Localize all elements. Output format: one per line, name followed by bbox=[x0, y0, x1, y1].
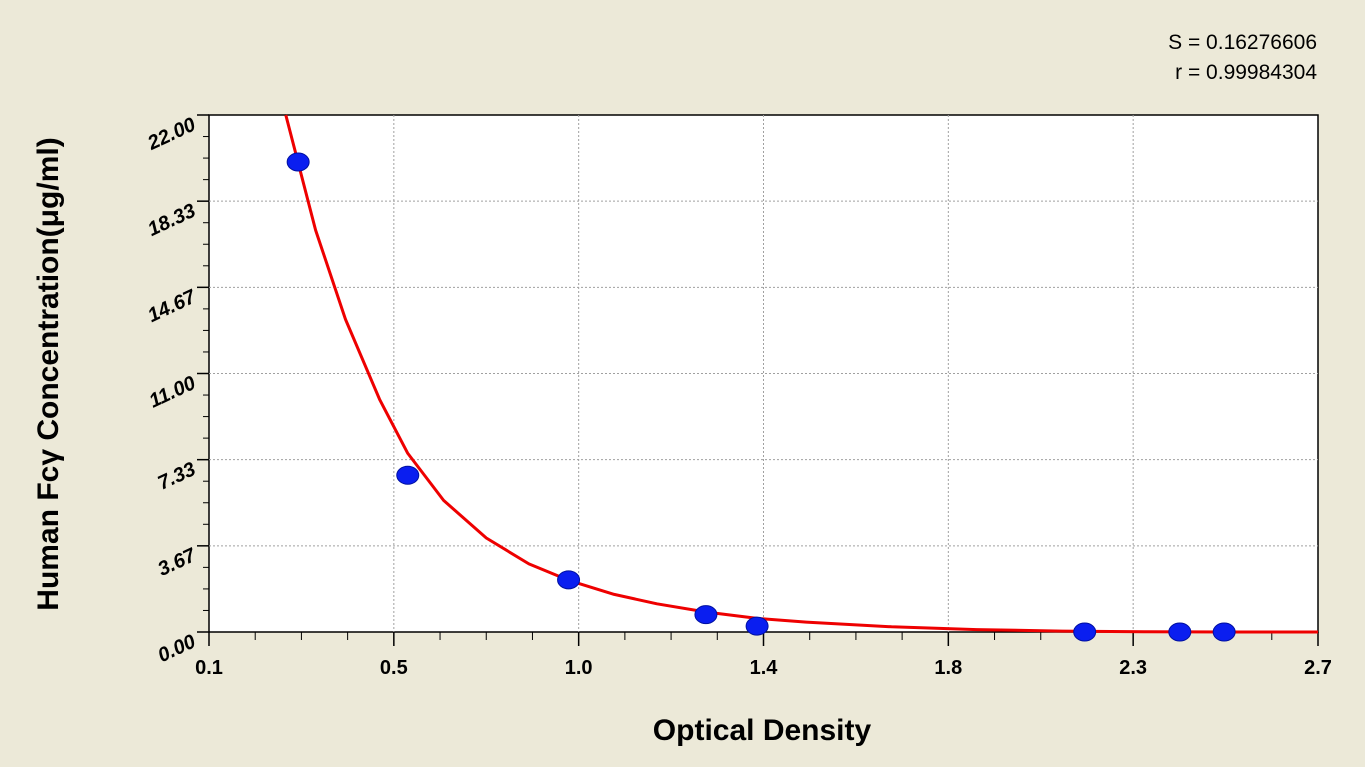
y-tick-label: 18.33 bbox=[144, 200, 199, 241]
data-point bbox=[1073, 622, 1097, 642]
y-tick-label: 7.33 bbox=[155, 458, 200, 494]
data-point bbox=[396, 465, 420, 485]
y-tick-labels: 0.00 3.67 7.33 11.00 14.67 18.33 22.00 bbox=[144, 114, 200, 667]
data-point bbox=[694, 605, 718, 625]
fit-curve-line bbox=[284, 114, 1318, 634]
y-tick-label: 11.00 bbox=[146, 372, 199, 412]
data-point bbox=[1168, 622, 1192, 642]
data-point bbox=[557, 570, 581, 590]
x-tick-label: 2.7 bbox=[1304, 657, 1332, 679]
data-points-layer bbox=[286, 152, 1236, 642]
x-tick-label: 0.5 bbox=[380, 657, 408, 679]
x-tick-label: 1.4 bbox=[750, 657, 779, 679]
x-tick-labels: 0.1 0.5 1.0 1.4 1.8 2.3 2.7 bbox=[195, 657, 1332, 679]
x-tick-label: 2.3 bbox=[1119, 657, 1147, 679]
data-point bbox=[745, 616, 769, 636]
data-point bbox=[1212, 622, 1236, 642]
y-tick-label: 14.67 bbox=[144, 286, 199, 327]
x-tick-label: 0.1 bbox=[195, 657, 223, 679]
r-statistic: r = 0.99984304 bbox=[1175, 61, 1317, 84]
minor-tick-layer bbox=[197, 114, 1319, 646]
y-tick-label: 22.00 bbox=[144, 114, 200, 156]
x-axis-label: Optical Density bbox=[653, 714, 872, 747]
y-tick-label: 3.67 bbox=[155, 544, 200, 581]
y-tick-label: 0.00 bbox=[155, 631, 200, 667]
fit-curve-layer bbox=[284, 114, 1318, 634]
x-tick-label: 1.8 bbox=[934, 657, 962, 679]
data-point bbox=[286, 152, 310, 172]
grid-layer bbox=[209, 115, 1318, 632]
x-tick-label: 1.0 bbox=[565, 657, 593, 679]
y-axis-label: Human Fcγ Concentration(μg/ml) bbox=[32, 137, 65, 610]
s-statistic: S = 0.16276606 bbox=[1168, 31, 1317, 54]
